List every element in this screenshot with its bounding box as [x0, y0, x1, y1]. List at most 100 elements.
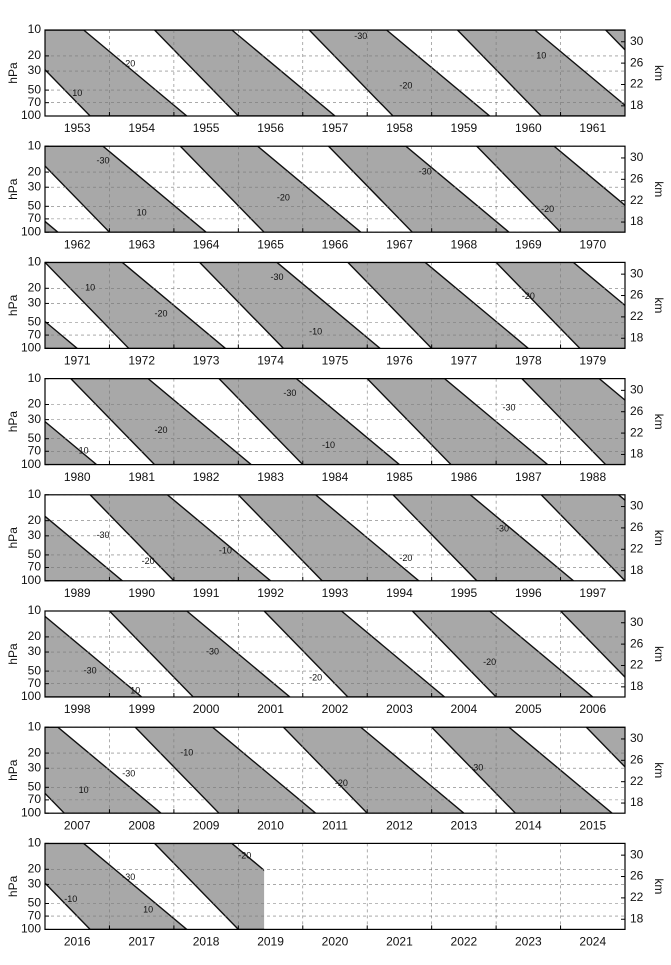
westerly-region — [198, 262, 382, 349]
westerly-region — [392, 494, 575, 581]
y2-axis-label: km — [652, 646, 666, 662]
y2-tick-label: 22 — [630, 425, 644, 439]
x-tick-label: 1964 — [193, 237, 220, 251]
y-tick-label: 50 — [28, 547, 42, 561]
westerly-region — [45, 615, 143, 697]
contour-label: -20 — [541, 204, 554, 214]
x-tick-label: 1966 — [322, 237, 349, 251]
x-tick-label: 1994 — [386, 586, 413, 600]
westerly-region — [45, 843, 188, 930]
y2-tick-label: 26 — [630, 404, 644, 418]
y-tick-label: 50 — [28, 663, 42, 677]
x-tick-label: 1985 — [386, 470, 413, 484]
x-tick-label: 1958 — [386, 121, 413, 135]
y-tick-label: 10 — [28, 371, 42, 385]
contour-label: -20 — [309, 672, 322, 682]
y-tick-label: 50 — [28, 82, 42, 96]
y-tick-label: 10 — [28, 487, 42, 501]
x-tick-label: 2004 — [451, 702, 478, 716]
westerly-region — [89, 494, 272, 581]
contour-label: -20 — [154, 309, 167, 319]
westerly-region — [430, 727, 614, 814]
x-tick-label: 1978 — [515, 354, 542, 368]
y2-tick-label: 30 — [630, 731, 644, 745]
x-tick-label: 1981 — [128, 470, 155, 484]
x-tick-label: 1987 — [515, 470, 542, 484]
x-tick-label: 2019 — [257, 935, 284, 949]
y-tick-label: 100 — [21, 573, 41, 587]
x-tick-label: 2017 — [128, 935, 155, 949]
y-tick-label: 100 — [21, 457, 41, 471]
x-tick-label: 2020 — [322, 935, 349, 949]
westerly-region — [495, 262, 625, 349]
x-tick-label: 1996 — [515, 586, 542, 600]
y-tick-label: 30 — [28, 63, 42, 77]
westerly-region — [540, 494, 625, 581]
y-tick-label: 10 — [28, 138, 42, 152]
plot-frame — [44, 842, 626, 931]
y-tick-label: 20 — [28, 861, 42, 875]
contour-label: -20 — [522, 291, 535, 301]
contour-label: -30 — [502, 402, 515, 412]
contour-label: -20 — [154, 425, 167, 435]
y-tick-label: 20 — [28, 745, 42, 759]
westerly-region — [218, 378, 401, 465]
contour-label: -10 — [309, 327, 322, 337]
westerly-region — [69, 378, 253, 465]
y2-tick-label: 18 — [630, 679, 644, 693]
panel-data — [45, 843, 265, 930]
contour-label: 10 — [85, 283, 95, 293]
westerly-region — [108, 611, 291, 697]
westerly-region — [45, 146, 208, 233]
y-tick-label: 100 — [21, 805, 41, 819]
x-tick-label: 2024 — [579, 935, 606, 949]
y2-tick-label: 22 — [630, 541, 644, 555]
y-axis-label: hPa — [6, 294, 20, 316]
y2-axis-label: km — [652, 65, 666, 81]
westerly-region — [282, 727, 465, 814]
panel-data — [45, 611, 625, 697]
westerly-region — [45, 515, 124, 581]
x-tick-label: 1979 — [579, 354, 606, 368]
y2-axis-label: km — [652, 297, 666, 313]
y-axis-label: hPa — [6, 411, 20, 433]
y2-tick-label: 26 — [630, 520, 644, 534]
x-tick-label: 2013 — [451, 818, 478, 832]
x-tick-label: 1970 — [579, 237, 606, 251]
contour-label: -30 — [122, 768, 135, 778]
x-tick-label: 2023 — [515, 935, 542, 949]
westerly-region — [604, 30, 625, 51]
y-tick-label: 70 — [28, 908, 42, 922]
westerly-region — [456, 30, 625, 116]
y-tick-label: 100 — [21, 224, 41, 238]
panel-data — [45, 378, 625, 465]
x-tick-label: 1969 — [515, 237, 542, 251]
y2-tick-label: 26 — [630, 55, 644, 69]
contour-label: -30 — [470, 763, 483, 773]
y-tick-label: 50 — [28, 315, 42, 329]
x-tick-label: 1982 — [193, 470, 220, 484]
plot-frame — [44, 494, 626, 582]
y-tick-label: 20 — [28, 164, 42, 178]
contour-label: 10 — [130, 685, 140, 695]
y-axis-label: hPa — [6, 527, 20, 549]
y2-tick-label: 18 — [630, 447, 644, 461]
y2-tick-label: 30 — [630, 150, 644, 164]
x-tick-label: 1992 — [257, 586, 284, 600]
plot-frame — [44, 145, 626, 233]
contour-label: 10 — [143, 905, 153, 915]
y-tick-label: 100 — [21, 689, 41, 703]
westerly-region — [475, 146, 625, 233]
x-tick-label: 2011 — [322, 818, 348, 832]
x-tick-label: 2003 — [386, 702, 413, 716]
contour-label: -30 — [96, 156, 109, 166]
x-tick-label: 1968 — [451, 237, 478, 251]
x-tick-label: 1999 — [128, 702, 155, 716]
plot-frame — [44, 378, 626, 466]
y2-tick-label: 22 — [630, 890, 644, 904]
x-tick-label: 1955 — [193, 121, 220, 135]
y-tick-label: 50 — [28, 198, 42, 212]
contour-label: -10 — [180, 747, 193, 757]
y-tick-label: 30 — [28, 760, 42, 774]
y-tick-label: 10 — [28, 719, 42, 733]
